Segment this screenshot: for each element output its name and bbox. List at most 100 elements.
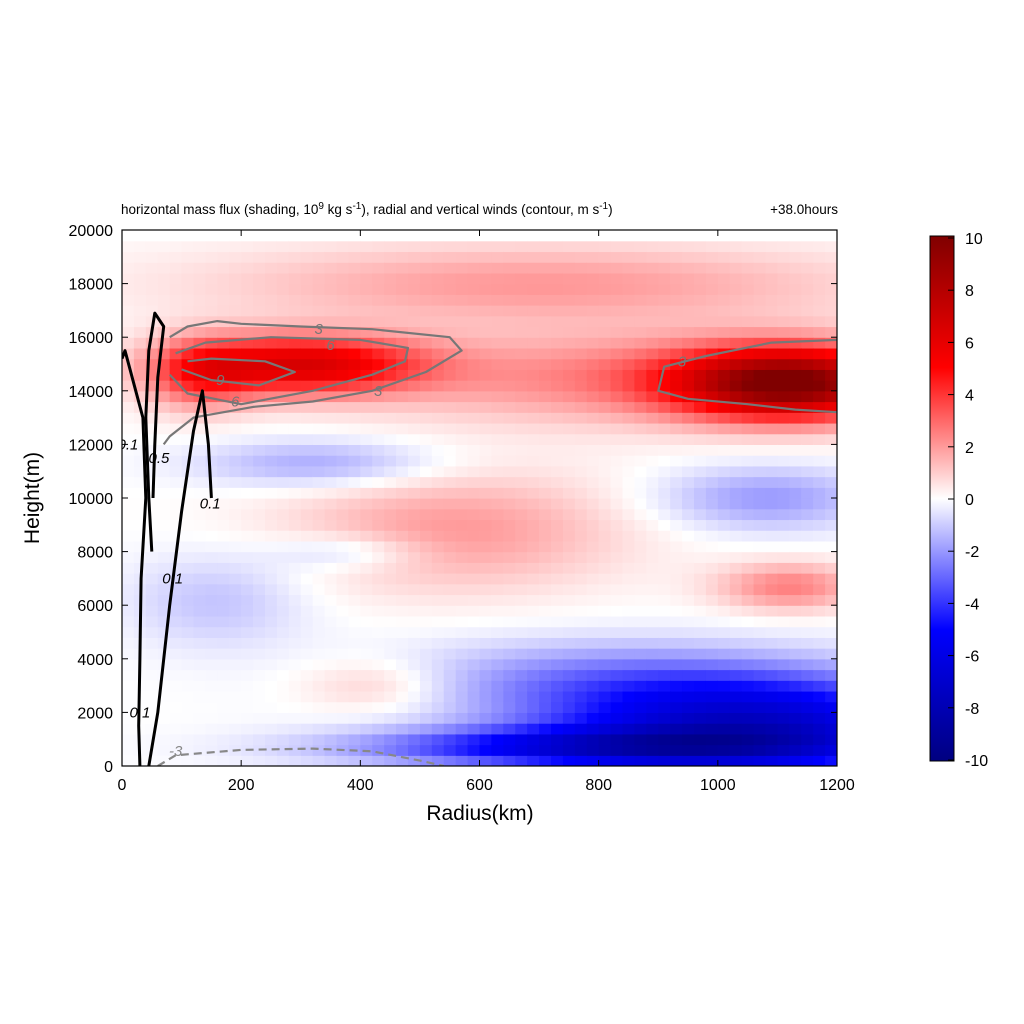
heatmap-cell xyxy=(145,519,159,531)
heatmap-cell xyxy=(610,755,624,766)
heatmap-cell xyxy=(634,583,647,596)
heatmap-cell xyxy=(431,615,445,628)
heatmap-cell xyxy=(694,422,707,435)
heatmap-cell xyxy=(396,733,409,746)
heatmap-cell xyxy=(193,519,207,531)
heatmap-cell xyxy=(241,262,254,274)
heatmap-cell xyxy=(813,369,826,381)
heatmap-cell xyxy=(157,305,171,317)
heatmap-cell xyxy=(360,337,373,349)
heatmap-cell xyxy=(288,594,302,606)
heatmap-cell xyxy=(253,723,266,735)
heatmap-cell xyxy=(729,712,743,724)
heatmap-cell xyxy=(384,755,397,766)
heatmap-cell xyxy=(360,658,373,671)
heatmap-cell xyxy=(408,476,421,488)
heatmap-cell xyxy=(181,615,195,628)
heatmap-cell xyxy=(431,755,445,766)
heatmap-cell xyxy=(181,755,195,766)
heatmap-cell xyxy=(527,690,540,703)
heatmap-cell xyxy=(789,626,802,638)
heatmap-cell xyxy=(598,540,612,553)
heatmap-cell xyxy=(801,530,814,542)
heatmap-cell xyxy=(217,701,230,713)
heatmap-cell xyxy=(658,723,671,735)
x-axis: 0 200 400 600 800 1000 1200 xyxy=(118,230,855,794)
heatmap-cell xyxy=(348,262,361,274)
heatmap-cell xyxy=(658,326,671,338)
heatmap-cell xyxy=(455,262,469,274)
heatmap-cell xyxy=(122,347,135,360)
heatmap-cell xyxy=(455,240,469,253)
heatmap-cell xyxy=(682,422,695,435)
heatmap-cell xyxy=(205,455,218,467)
heatmap-cell xyxy=(491,294,504,306)
heatmap-cell xyxy=(539,455,552,467)
heatmap-cell xyxy=(586,369,600,381)
heatmap-cell xyxy=(419,433,433,445)
heatmap-cell xyxy=(193,723,207,735)
heatmap-cell xyxy=(431,712,445,724)
heatmap-cell xyxy=(431,476,445,488)
heatmap-cell xyxy=(491,615,504,628)
heatmap-cell xyxy=(694,230,707,242)
heatmap-cell xyxy=(419,615,433,628)
heatmap-cell xyxy=(825,315,837,328)
heatmap-cell xyxy=(169,519,183,531)
heatmap-cell xyxy=(598,508,612,521)
heatmap-cell xyxy=(122,498,135,510)
heatmap-cell xyxy=(622,508,636,521)
heatmap-cell xyxy=(539,605,552,617)
heatmap-cell xyxy=(443,637,457,649)
heatmap-cell xyxy=(562,283,576,295)
heatmap-cell xyxy=(467,240,481,253)
heatmap-cell xyxy=(705,369,719,381)
heatmap-cell xyxy=(419,390,433,403)
heatmap-cell xyxy=(241,444,254,456)
heatmap-cell xyxy=(419,358,433,370)
heatmap-cell xyxy=(622,583,636,596)
heatmap-cell xyxy=(634,573,647,585)
heatmap-cell xyxy=(205,433,218,445)
heatmap-cell xyxy=(622,315,636,328)
colorbar-tick-label: 6 xyxy=(965,335,974,352)
heatmap-cell xyxy=(431,690,445,703)
heatmap-cell xyxy=(467,358,481,370)
heatmap-cell xyxy=(765,487,779,499)
heatmap-cell xyxy=(813,669,826,681)
heatmap-cell xyxy=(408,283,421,295)
heatmap-cell xyxy=(801,519,814,531)
heatmap-cell xyxy=(562,358,576,370)
heatmap-cell xyxy=(431,305,445,317)
heatmap-cell xyxy=(419,744,433,756)
heatmap-cell xyxy=(145,626,159,638)
heatmap-cell xyxy=(717,573,731,585)
heatmap-cell xyxy=(300,530,314,542)
heatmap-cell xyxy=(729,422,743,435)
heatmap-cell xyxy=(443,465,457,478)
heatmap-cell xyxy=(491,690,504,703)
heatmap-cell xyxy=(753,498,767,510)
heatmap-cell xyxy=(551,347,564,360)
heatmap-cell xyxy=(265,648,278,660)
heatmap-cell xyxy=(455,540,469,553)
heatmap-cell xyxy=(515,283,528,295)
heatmap-cell xyxy=(527,680,540,692)
heatmap-cell xyxy=(503,390,516,403)
heatmap-cell xyxy=(408,305,421,317)
heatmap-cell xyxy=(813,283,826,295)
heatmap-cell xyxy=(741,583,755,596)
heatmap-cell xyxy=(348,390,361,403)
heatmap-cell xyxy=(658,401,671,413)
heatmap-cell xyxy=(336,315,350,328)
heatmap-cell xyxy=(241,315,254,328)
heatmap-cell xyxy=(527,305,540,317)
heatmap-cell xyxy=(789,230,802,242)
heatmap-cell xyxy=(288,583,302,596)
heatmap-cell xyxy=(312,401,326,413)
heatmap-cell xyxy=(348,723,361,735)
heatmap-cell xyxy=(670,422,683,435)
heatmap-cell xyxy=(324,669,338,681)
heatmap-cell xyxy=(479,422,493,435)
heatmap-cell xyxy=(646,562,659,574)
